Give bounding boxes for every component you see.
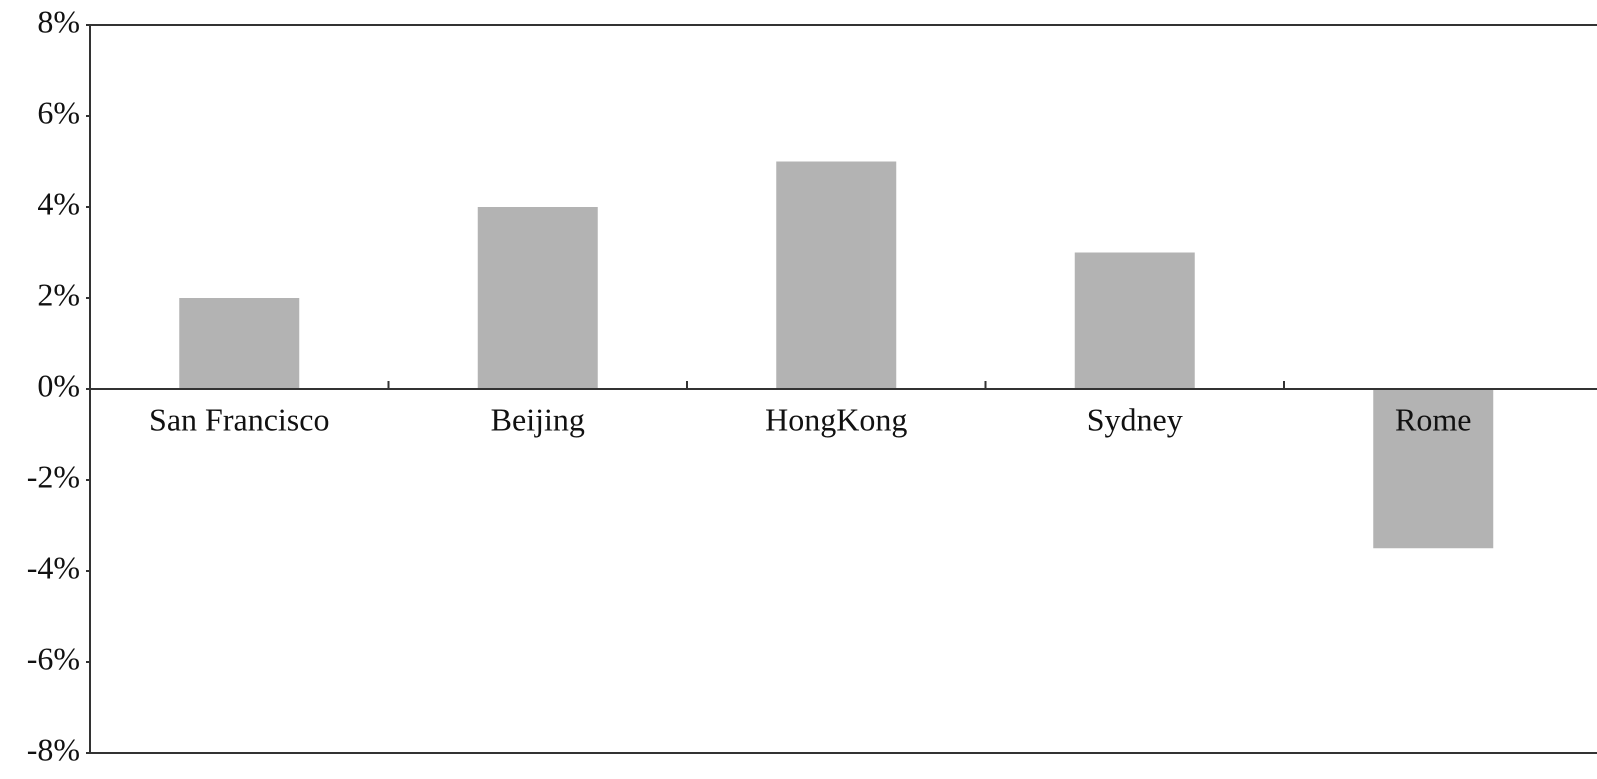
y-tick-label: 8% [37,3,80,39]
y-tick-label: 2% [37,276,80,312]
x-tick-label: Beijing [491,401,585,437]
x-tick-label: Sydney [1087,401,1183,437]
bar [179,298,300,389]
y-tick-label: 6% [37,94,80,130]
x-tick-label: Rome [1395,401,1471,437]
x-tick-label: HongKong [765,401,907,437]
y-tick-label: -6% [27,640,80,676]
y-tick-label: 0% [37,367,80,403]
x-tick-label: San Francisco [149,401,329,437]
y-tick-label: 4% [37,185,80,221]
y-tick-label: -2% [27,458,80,494]
bar [477,207,598,389]
bar [776,161,897,389]
bar [1373,389,1494,549]
y-tick-label: -8% [27,731,80,767]
bar [1074,252,1195,389]
y-tick-label: -4% [27,549,80,585]
